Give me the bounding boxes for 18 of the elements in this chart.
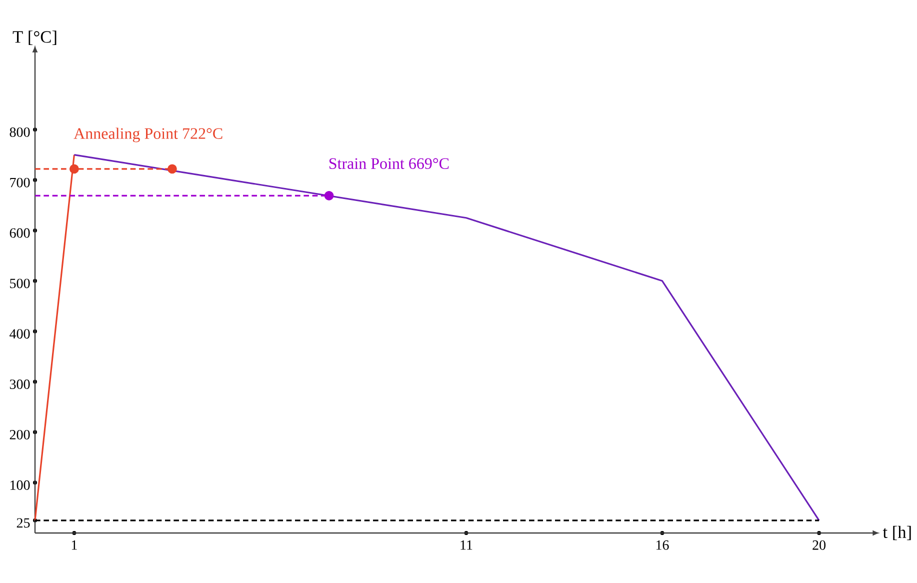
y-tick-label: 200 [10, 430, 30, 440]
x-tick-label: 1 [72, 540, 77, 550]
y-tick-label: 600 [10, 228, 30, 238]
x-axis-title: t [h] [882, 526, 911, 540]
x-tick-label: 20 [812, 540, 826, 550]
y-tick-label: 800 [10, 127, 30, 137]
y-tick-label: 100 [10, 480, 30, 490]
y-tick-label: 700 [10, 178, 30, 188]
x-tick-label: 16 [656, 540, 669, 550]
y-tick-label: 25 [16, 518, 30, 528]
annotation: Annealing Point 722°C [74, 128, 222, 142]
y-tick-label: 300 [10, 380, 30, 390]
x-tick-label: 11 [460, 540, 472, 550]
y-tick-label: 400 [10, 329, 30, 339]
line-series [73, 154, 820, 522]
y-tick-label: 500 [10, 278, 30, 288]
annotation: Strain Point 669°C [329, 158, 449, 169]
y-axis-title: T [°C] [12, 30, 56, 45]
